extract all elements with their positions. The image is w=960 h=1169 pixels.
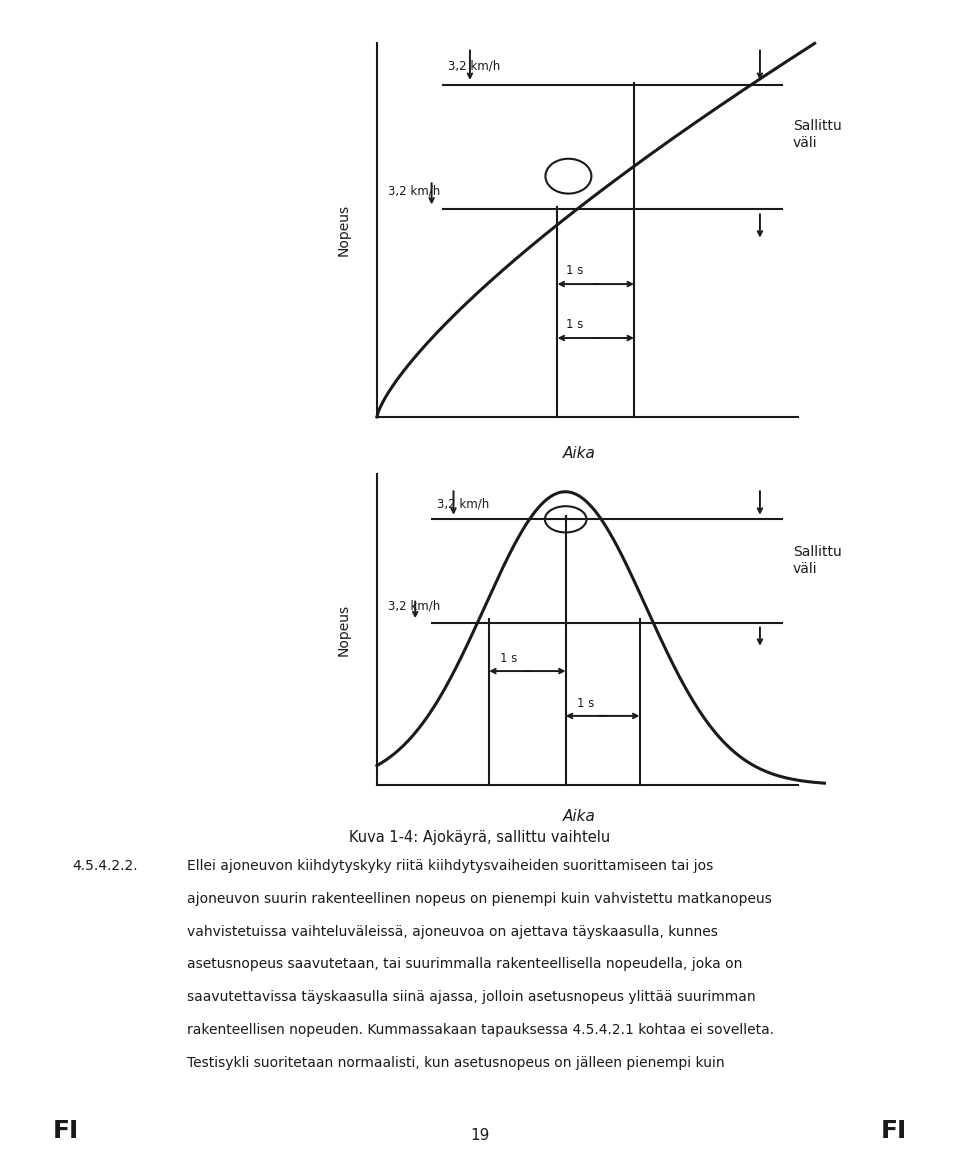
Text: saavutettavissa täyskaasulla siinä ajassa, jolloin asetusnopeus ylittää suurimma: saavutettavissa täyskaasulla siinä ajass… (187, 990, 756, 1004)
Text: 1 s: 1 s (500, 652, 517, 665)
Text: 4.5.4.2.2.: 4.5.4.2.2. (72, 859, 137, 873)
Text: Testisykli suoritetaan normaalisti, kun asetusnopeus on jälleen pienempi kuin: Testisykli suoritetaan normaalisti, kun … (187, 1056, 725, 1070)
Text: 1 s: 1 s (577, 697, 594, 711)
Text: Aika: Aika (563, 445, 596, 461)
Text: Sallittu
väli: Sallittu väli (793, 119, 842, 151)
Text: ajoneuvon suurin rakenteellinen nopeus on pienempi kuin vahvistettu matkanopeus: ajoneuvon suurin rakenteellinen nopeus o… (187, 892, 772, 906)
Text: Nopeus: Nopeus (337, 205, 351, 256)
Text: 3,2 km/h: 3,2 km/h (448, 60, 500, 72)
Text: Kuva 1-4: Ajokäyrä, sallittu vaihtelu: Kuva 1-4: Ajokäyrä, sallittu vaihtelu (349, 830, 611, 845)
Text: FI: FI (881, 1119, 907, 1143)
Text: 3,2 km/h: 3,2 km/h (388, 599, 440, 613)
Text: 19: 19 (470, 1128, 490, 1143)
Text: FI: FI (53, 1119, 79, 1143)
Text: rakenteellisen nopeuden. Kummassakaan tapauksessa 4.5.4.2.1 kohtaa ei sovelleta.: rakenteellisen nopeuden. Kummassakaan ta… (187, 1023, 775, 1037)
Text: Ellei ajoneuvon kiihdytyskyky riitä kiihdytysvaiheiden suorittamiseen tai jos: Ellei ajoneuvon kiihdytyskyky riitä kiih… (187, 859, 713, 873)
Text: Aika: Aika (563, 809, 596, 824)
Text: 1 s: 1 s (565, 318, 583, 331)
Text: vahvistetuissa vaihteluväleissä, ajoneuvoa on ajettava täyskaasulla, kunnes: vahvistetuissa vaihteluväleissä, ajoneuv… (187, 925, 718, 939)
Text: 3,2 km/h: 3,2 km/h (388, 185, 440, 198)
Text: Nopeus: Nopeus (337, 603, 351, 656)
Text: asetusnopeus saavutetaan, tai suurimmalla rakenteellisella nopeudella, joka on: asetusnopeus saavutetaan, tai suurimmall… (187, 957, 743, 971)
Text: 3,2 km/h: 3,2 km/h (437, 497, 490, 511)
Text: Sallittu
väli: Sallittu väli (793, 545, 842, 576)
Text: 1 s: 1 s (565, 264, 583, 277)
